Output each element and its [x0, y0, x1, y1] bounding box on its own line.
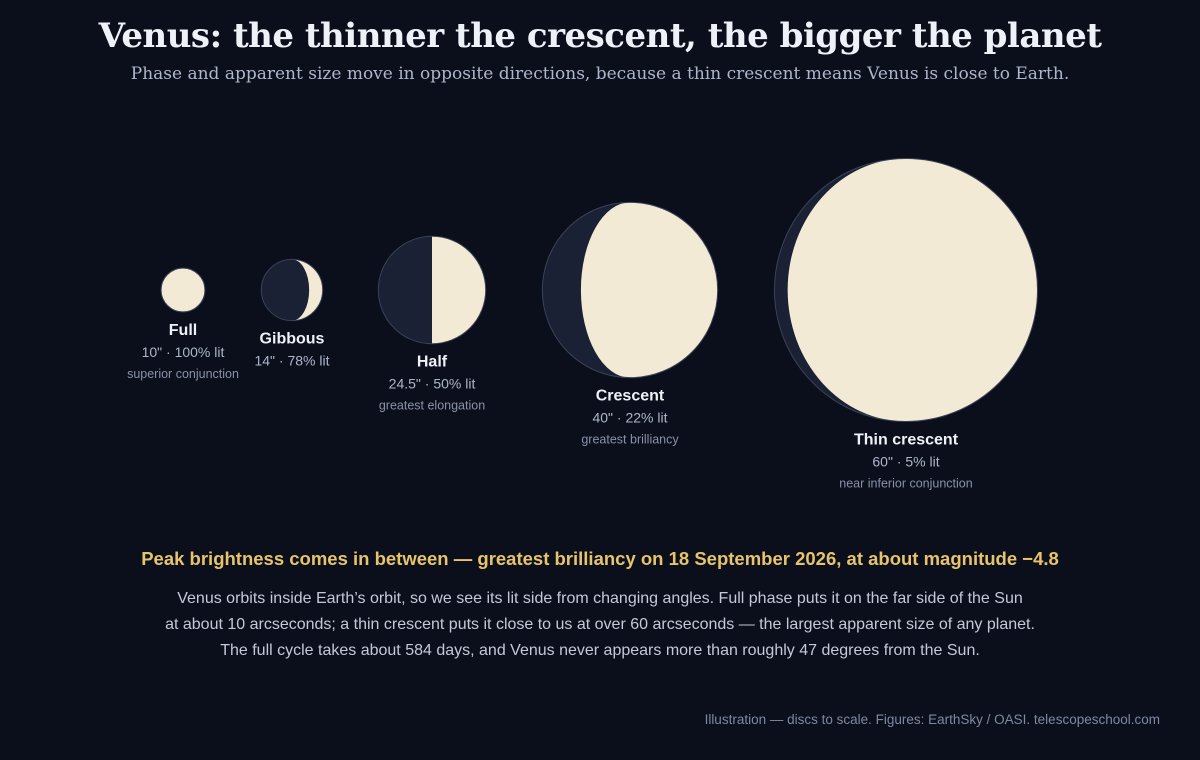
explanation-line: Venus orbits inside Earth’s orbit, so we…	[177, 590, 1023, 607]
phase-gibbous: Gibbous 14" · 78% lit	[254, 258, 330, 369]
phase-full: Full 10" · 100% lit superior conjunction	[127, 267, 239, 381]
phase-note: superior conjunction	[127, 367, 239, 381]
explanation-line: The full cycle takes about 584 days, and…	[220, 642, 980, 659]
source-credit: Illustration — discs to scale. Figures: …	[704, 712, 1160, 727]
phase-note: greatest brilliancy	[581, 433, 679, 447]
lit-portion	[580, 202, 718, 378]
disc-outline	[377, 235, 487, 345]
lit-portion	[292, 259, 323, 321]
phase-stats: 10" · 100% lit	[142, 344, 225, 360]
phase-name: Gibbous	[260, 331, 325, 348]
lit-portion	[787, 158, 1038, 422]
explanation-text: Venus orbits inside Earth’s orbit, so we…	[120, 586, 1080, 664]
page-subtitle: Phase and apparent size move in opposite…	[130, 64, 1070, 84]
phase-thin-crescent: Thin crescent 60" · 5% lit near inferior c…	[774, 158, 1038, 491]
explanation-line: at about 10 arcseconds; a thin crescent …	[165, 616, 1035, 633]
phase-diagram: Full 10" · 100% lit superior conjunction Gi…	[127, 158, 1038, 491]
phase-note: greatest elongation	[379, 399, 485, 413]
phase-stats: 60" · 5% lit	[872, 454, 939, 470]
lit-portion	[431, 236, 486, 344]
phase-half: Half 24.5" · 50% lit greatest elongation	[377, 235, 487, 413]
venus-disc	[160, 267, 206, 313]
page-title: Venus: the thinner the crescent, the big…	[98, 16, 1102, 56]
phase-name: Thin crescent	[854, 432, 959, 449]
phase-name: Crescent	[596, 388, 665, 405]
phase-name: Half	[417, 354, 448, 371]
phase-stats: 14" · 78% lit	[254, 353, 329, 369]
phase-note: near inferior conjunction	[839, 477, 972, 491]
peak-brightness-headline: Peak brightness comes in between — great…	[141, 548, 1059, 569]
phase-stats: 40" · 22% lit	[592, 410, 667, 426]
disc-outline	[260, 258, 324, 322]
phase-crescent: Crescent 40" · 22% lit greatest brilliancy	[541, 201, 719, 447]
disc-outline	[541, 201, 719, 379]
phase-stats: 24.5" · 50% lit	[389, 376, 476, 392]
phase-name: Full	[169, 322, 197, 339]
disc-outline	[774, 158, 1038, 422]
